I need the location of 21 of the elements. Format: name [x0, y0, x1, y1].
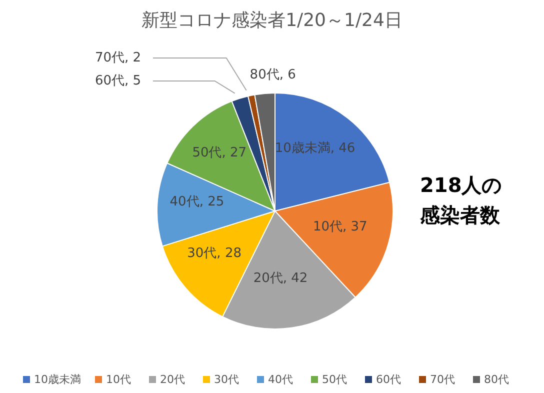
- legend-label: 80代: [483, 372, 509, 387]
- data-label: 30代, 28: [187, 246, 242, 261]
- legend-label: 20代: [159, 372, 185, 387]
- data-label: 80代, 6: [250, 67, 296, 82]
- legend-label: 30代: [213, 372, 239, 387]
- data-label: 10歳未満, 46: [274, 140, 356, 156]
- legend-label: 40代: [267, 372, 293, 387]
- legend-label: 10歳未満: [33, 372, 81, 387]
- data-label: 60代, 5: [95, 74, 142, 88]
- data-label: 10代, 37: [312, 219, 368, 234]
- legend-label: 60代: [375, 372, 401, 387]
- text: 218人の: [420, 172, 502, 199]
- data-label: 40代, 25: [170, 194, 224, 210]
- data-label: 50代, 27: [192, 146, 247, 161]
- legend-label: 70代: [429, 372, 455, 387]
- legend-label: 50代: [321, 372, 347, 387]
- data-label: 20代, 42: [253, 270, 308, 286]
- legend-label: 10代: [105, 372, 131, 387]
- text: 感染者数: [420, 202, 500, 229]
- data-label: 70代, 2: [95, 50, 142, 66]
- chart-title: 新型コロナ感染者1/20～1/24日: [140, 9, 404, 32]
